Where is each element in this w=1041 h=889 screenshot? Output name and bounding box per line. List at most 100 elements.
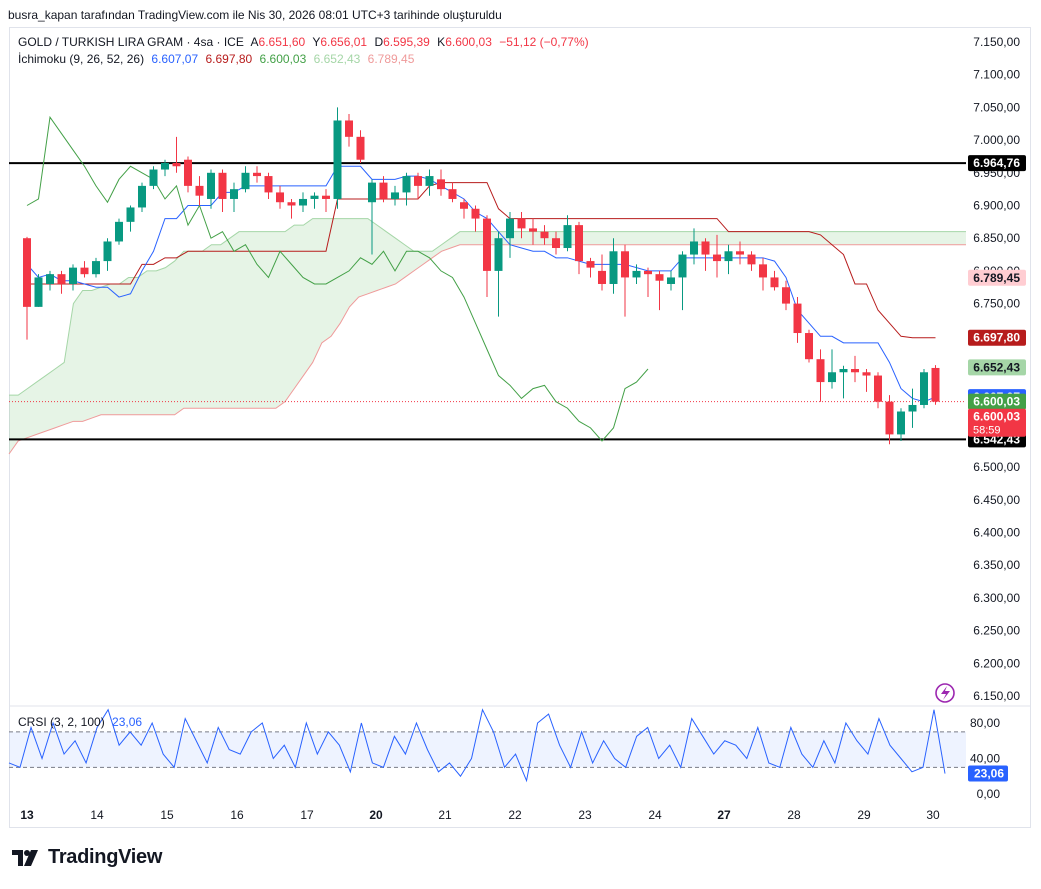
price-tick-label: 6.500,00 — [973, 460, 1020, 474]
candle-body — [471, 208, 480, 219]
price-tick-label: 6.850,00 — [973, 231, 1020, 245]
price-marker-bg — [968, 359, 1026, 376]
price-tick-label: 7.050,00 — [973, 100, 1020, 114]
time-tick-label: 21 — [438, 808, 452, 822]
candle-body — [356, 136, 365, 160]
candle-body — [655, 274, 664, 281]
candle-body — [172, 162, 181, 167]
chikou-span-line — [26, 115, 649, 442]
ichimoku-lines — [26, 115, 936, 442]
time-tick-label: 24 — [648, 808, 662, 822]
candle-body — [782, 287, 790, 304]
crsi-pane: 80,00 40,00 0,00 23,06 — [8, 705, 1031, 801]
candle-body — [736, 251, 744, 255]
high-label: Y — [312, 35, 321, 49]
price-marker-bg — [968, 269, 1026, 286]
ichimoku-name: İchimoku (9, 26, 52, 26) — [18, 52, 145, 66]
crsi-marker-label: 23,06 — [974, 767, 1004, 781]
price-tick-label: 6.200,00 — [973, 656, 1020, 670]
candle-body — [540, 231, 549, 239]
ichimoku-span-a-value: 6.652,43 — [313, 52, 361, 66]
candle-body — [368, 182, 376, 203]
candle-body — [598, 270, 606, 284]
candle-body — [920, 372, 928, 405]
crsi-marker-bg — [968, 765, 1008, 782]
symbol-title[interactable]: GOLD / TURKISH LIRA GRAM · 4sa · ICE — [18, 35, 244, 49]
candle-body — [310, 195, 319, 199]
candle-body — [851, 369, 859, 373]
candle-body — [184, 159, 192, 186]
candle-body — [632, 270, 641, 278]
lightning-icon[interactable] — [935, 683, 955, 703]
price-marker-label: 6.789,45 — [973, 271, 1020, 285]
level-price-marker-label: 6.964,76 — [973, 156, 1020, 170]
price-marker-label: 6.600,03 — [973, 395, 1020, 409]
candle-body — [218, 172, 227, 199]
candle-body — [241, 172, 250, 190]
candle-body — [506, 218, 514, 239]
candle-body — [701, 241, 710, 255]
candle-body — [552, 238, 560, 249]
crsi-line — [8, 708, 946, 783]
candle-body — [80, 267, 89, 275]
price-tick-label: 6.250,00 — [973, 624, 1020, 638]
candle-body — [483, 218, 491, 271]
time-tick-label: 27 — [717, 808, 731, 822]
price-marker-bg — [968, 329, 1026, 346]
candle-body — [839, 369, 848, 373]
crsi-legend[interactable]: CRSI (3, 2, 100) 23,06 — [18, 715, 146, 729]
crsi-value: 23,06 — [112, 715, 143, 729]
candle-body — [322, 195, 330, 199]
countdown-label: 58:59 — [973, 425, 1001, 437]
crsi-name: CRSI (3, 2, 100) — [18, 715, 105, 729]
symbol-legend: GOLD / TURKISH LIRA GRAM · 4sa · ICE A6.… — [18, 35, 593, 49]
candle-body — [667, 277, 675, 284]
price-tick-label: 6.400,00 — [973, 526, 1020, 540]
candle-body — [253, 172, 261, 177]
ichimoku-tenkan-value: 6.607,07 — [151, 52, 199, 66]
kijun-sen-line — [27, 182, 936, 339]
price-tick-label: 6.750,00 — [973, 297, 1020, 311]
candle-body — [678, 254, 687, 278]
candle-body — [276, 192, 284, 203]
candle-body — [34, 277, 43, 307]
candle-body — [494, 238, 503, 271]
price-marker-label: 6.652,43 — [973, 360, 1020, 374]
candle-body — [690, 241, 698, 255]
price-tick-label: 6.150,00 — [973, 689, 1020, 703]
candle-body — [425, 176, 434, 186]
candle-body — [391, 192, 399, 199]
tradingview-logo-icon — [12, 849, 38, 866]
candle-body — [828, 372, 836, 383]
price-tick-label: 6.300,00 — [973, 591, 1020, 605]
price-marker-bg — [968, 408, 1026, 437]
candle-body — [379, 182, 388, 199]
candle-body — [713, 254, 721, 262]
candle-body — [92, 261, 100, 275]
candle-body — [575, 225, 583, 262]
level-price-marker-bg — [968, 155, 1026, 172]
price-tick-label: 7.100,00 — [973, 68, 1020, 82]
tradingview-logo[interactable]: TradingView — [12, 846, 162, 869]
candle-body — [586, 261, 595, 268]
candle-body — [69, 267, 77, 284]
candle-body — [747, 254, 756, 265]
tradingview-wordmark: TradingView — [48, 846, 163, 868]
tenkan-sen-line — [26, 165, 936, 403]
price-tick-label: 6.350,00 — [973, 558, 1020, 572]
candle-body — [908, 404, 917, 412]
open-value: 6.651,60 — [258, 35, 306, 49]
open-label: A — [250, 35, 259, 49]
low-value: 6.595,39 — [383, 35, 430, 49]
crsi-tick-label: 80,00 — [970, 716, 1000, 730]
ichimoku-legend[interactable]: İchimoku (9, 26, 52, 26) 6.607,07 6.697,… — [18, 52, 418, 66]
price-marker-label: 6.600,03 — [973, 410, 1020, 424]
candle-body — [23, 238, 31, 307]
candle-body — [805, 333, 813, 360]
candle-body — [621, 251, 629, 278]
candle-body — [609, 251, 618, 284]
candle-body — [874, 375, 882, 402]
candle-body — [529, 228, 537, 232]
time-tick-label: 14 — [90, 808, 104, 822]
